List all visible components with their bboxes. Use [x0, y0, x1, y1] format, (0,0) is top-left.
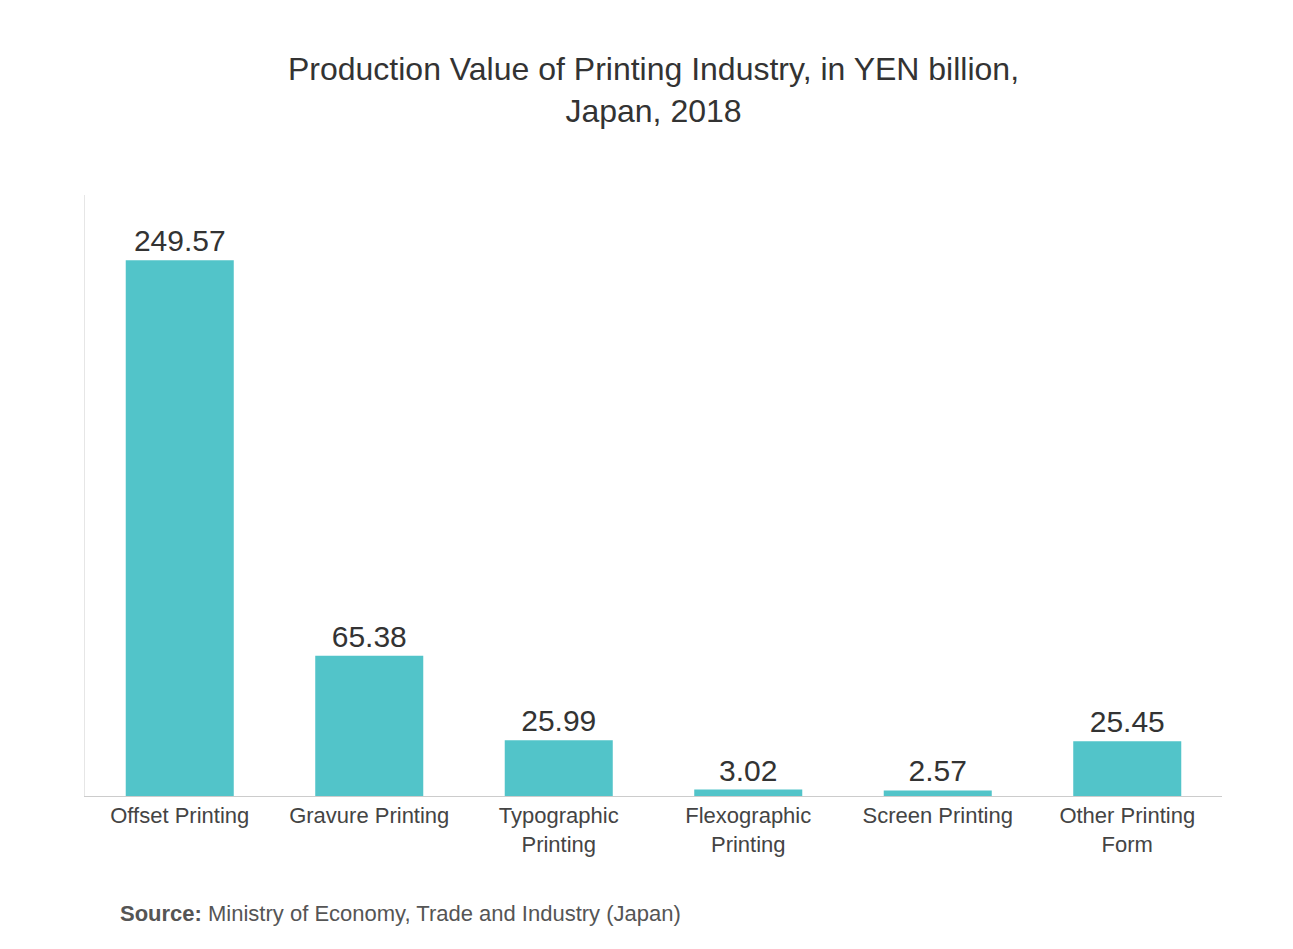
svg-text:Production Value of Printing I: Production Value of Printing Industry, i… — [288, 51, 1019, 129]
svg-text:TypographicPrinting: TypographicPrinting — [499, 803, 619, 857]
svg-text:249.57: 249.57 — [134, 224, 226, 257]
svg-text:3.02: 3.02 — [719, 754, 777, 787]
svg-text:Gravure Printing: Gravure Printing — [289, 803, 449, 828]
svg-text:65.38: 65.38 — [332, 620, 407, 653]
svg-text:25.99: 25.99 — [521, 704, 596, 737]
svg-text:FlexographicPrinting: FlexographicPrinting — [685, 803, 811, 857]
svg-text:25.45: 25.45 — [1090, 705, 1165, 738]
svg-text:Offset Printing: Offset Printing — [110, 803, 249, 828]
svg-text:Source: Ministry of Economy, T: Source: Ministry of Economy, Trade and I… — [120, 901, 681, 926]
svg-text:Other PrintingForm: Other PrintingForm — [1059, 803, 1195, 857]
svg-text:2.57: 2.57 — [909, 754, 967, 787]
svg-text:Screen Printing: Screen Printing — [863, 803, 1013, 828]
